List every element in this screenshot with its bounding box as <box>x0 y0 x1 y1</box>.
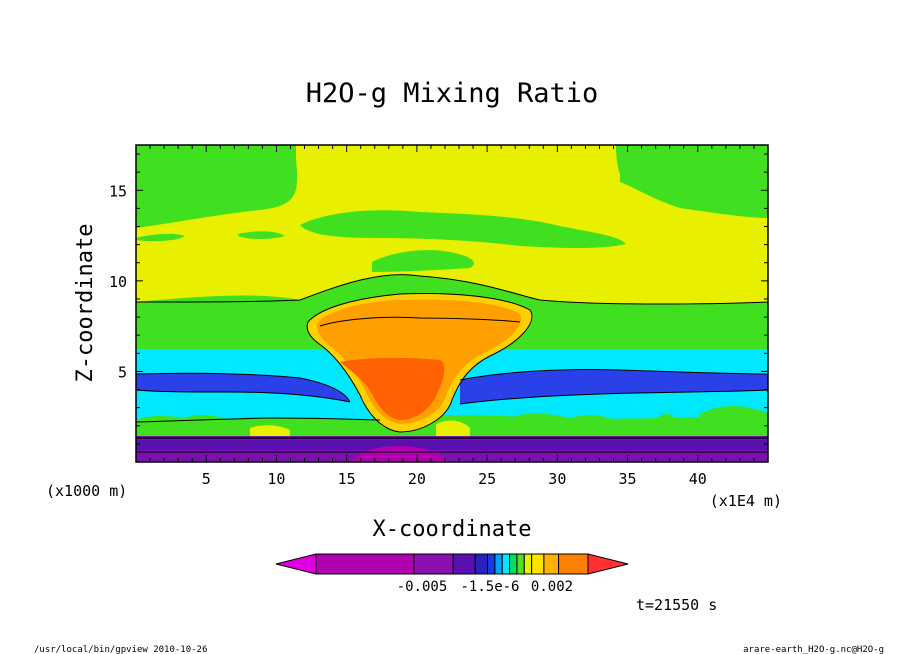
surface-band-dark <box>136 440 768 450</box>
chart-title: H2O-g Mixing Ratio <box>306 78 599 109</box>
colorbar-segment <box>474 553 489 575</box>
colorbar-segment <box>516 553 525 575</box>
x-tick-label: 5 <box>202 470 211 488</box>
x-tick-label: 35 <box>619 470 637 488</box>
contour-line <box>459 389 768 405</box>
colorbar-segment <box>487 553 496 575</box>
colorbar-segment <box>501 553 511 575</box>
green-island <box>238 231 285 239</box>
green-island <box>300 210 626 248</box>
footer-right: arare-earth_H2O-g.nc@H2O-g <box>743 645 884 654</box>
colorbar-segment <box>523 553 533 575</box>
y-tick-label: 5 <box>118 363 127 381</box>
green-island <box>616 145 652 186</box>
colorbar-tick-label: 0.002 <box>531 579 573 595</box>
y-axis: 5 10 15 <box>109 153 768 445</box>
x-axis: 5 10 15 20 25 30 35 40 <box>149 145 755 488</box>
y-tick-label: 10 <box>109 273 127 291</box>
x-unit-label: (x1E4 m) <box>710 492 782 510</box>
storm-core <box>340 357 445 420</box>
colorbar <box>275 553 629 575</box>
boundary-layer <box>700 406 768 440</box>
colorbar-low-arrow <box>275 553 317 575</box>
footer-left: /usr/local/bin/gpview 2010-10-26 <box>34 645 207 654</box>
x-tick-label: 30 <box>548 470 566 488</box>
colorbar-segment <box>413 553 454 575</box>
blue-band <box>136 373 350 402</box>
boundary-layer <box>448 413 620 440</box>
contour-field <box>136 145 768 462</box>
colorbar-segment <box>543 553 560 575</box>
boundary-yellow <box>436 420 470 440</box>
green-island <box>136 233 185 242</box>
contour-line <box>136 417 381 423</box>
contour-line <box>459 368 768 381</box>
anvil-edge <box>319 316 521 327</box>
x-tick-label: 25 <box>478 470 496 488</box>
time-label: t=21550 s <box>636 596 717 614</box>
colorbar-segment <box>452 553 476 575</box>
y-axis-label: Z-coordinate <box>73 224 98 383</box>
plot-frame <box>135 144 769 463</box>
colorbar-segment <box>315 553 415 575</box>
colorbar-segment <box>494 553 503 575</box>
colorbar-tick-label: -0.005 <box>397 579 448 595</box>
y-tick-label: 15 <box>109 182 127 200</box>
green-patch <box>372 250 474 272</box>
colorbar-high-arrow <box>587 553 629 575</box>
colorbar-tick-label: -1.5e-6 <box>460 579 519 595</box>
y-unit-label: (x1000 m) <box>46 482 127 500</box>
contour-line <box>136 274 768 305</box>
colorbar-segment <box>509 553 518 575</box>
x-tick-label: 10 <box>267 470 285 488</box>
x-tick-label: 20 <box>408 470 426 488</box>
x-axis-label: X-coordinate <box>373 517 532 542</box>
x-tick-label: 15 <box>338 470 356 488</box>
contour-line <box>136 372 351 403</box>
colorbar-segment <box>558 553 589 575</box>
boundary-layer <box>655 414 676 440</box>
blue-band <box>460 369 768 404</box>
colorbar-segment <box>531 553 545 575</box>
colorbar-labels: -0.005 -1.5e-6 0.002 <box>397 579 573 595</box>
anvil-edge <box>306 293 533 433</box>
contour-line <box>136 389 351 403</box>
x-tick-label: 40 <box>689 470 707 488</box>
